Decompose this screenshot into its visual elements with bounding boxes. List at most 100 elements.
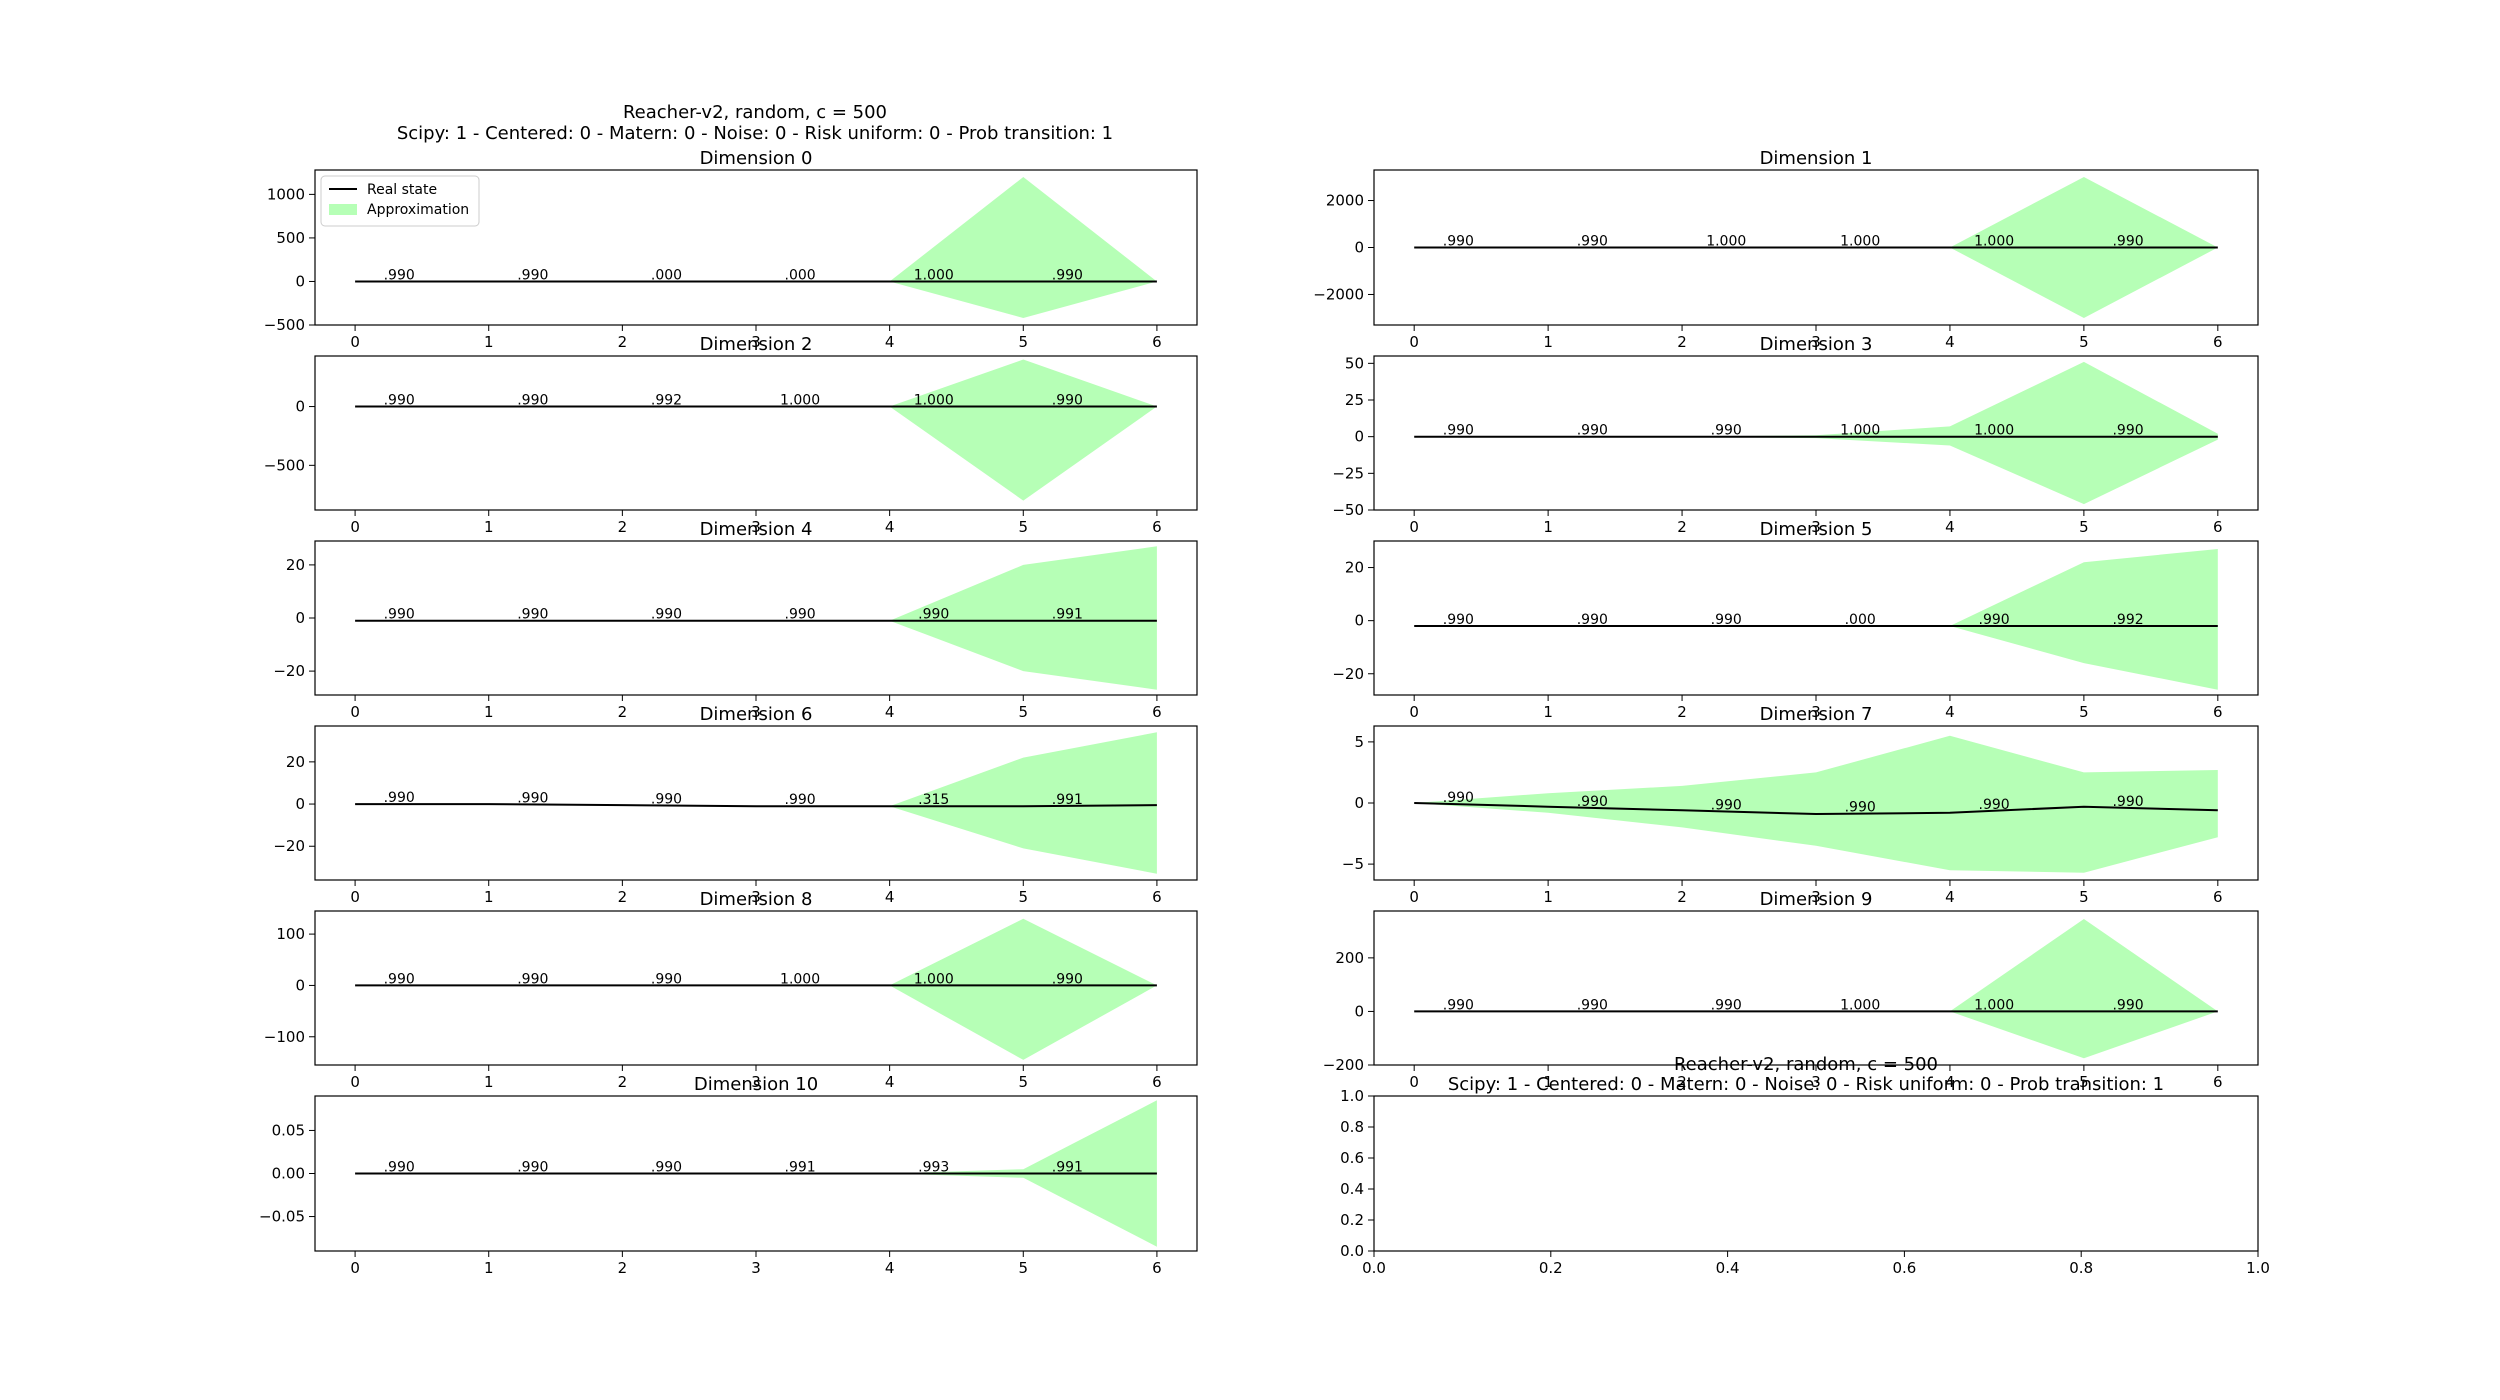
y-tick-label: 0	[295, 795, 305, 813]
y-tick-label: −50	[1332, 501, 1364, 519]
x-tick-label: 3	[751, 1073, 761, 1091]
x-tick-label: 0.8	[2069, 1259, 2093, 1277]
x-tick-label: 1	[1543, 888, 1553, 906]
data-label: .990	[1711, 423, 1742, 439]
x-tick-label: 3	[1811, 703, 1821, 721]
y-tick-label: 0.00	[272, 1165, 305, 1183]
x-tick-label: 5	[2079, 1073, 2089, 1091]
x-tick-label: 6	[2213, 333, 2223, 351]
x-tick-label: 4	[885, 703, 895, 721]
y-tick-label: 20	[286, 753, 305, 771]
data-label: .993	[918, 1160, 949, 1176]
x-tick-label: 0.2	[1539, 1259, 1563, 1277]
real-state-line	[355, 803, 1157, 808]
x-tick-label: 4	[1945, 1073, 1955, 1091]
y-tick-label: 20	[286, 556, 305, 574]
x-tick-label: 5	[1018, 333, 1028, 351]
x-tick-label: 2	[1677, 1073, 1687, 1091]
y-tick-label: 0	[1354, 612, 1364, 630]
x-tick-label: 6	[2213, 703, 2223, 721]
data-label: .990	[1443, 423, 1474, 439]
data-label: .990	[1577, 423, 1608, 439]
x-tick-label: 3	[751, 703, 761, 721]
y-tick-label: −20	[1332, 665, 1364, 683]
y-tick-label: 200	[1335, 949, 1364, 967]
y-tick-label: −0.05	[259, 1208, 305, 1226]
data-label: .990	[1711, 798, 1742, 814]
x-tick-label: 5	[2079, 888, 2089, 906]
y-tick-label: 0.6	[1340, 1149, 1364, 1167]
x-tick-label: 6	[1152, 518, 1162, 536]
x-tick-label: 2	[618, 888, 628, 906]
data-label: 1.000	[780, 393, 820, 409]
y-tick-label: 100	[276, 925, 305, 943]
x-tick-label: 2	[1677, 703, 1687, 721]
legend-frame	[320, 175, 480, 227]
legend-real-label: Real state	[367, 182, 437, 198]
overlapping-title: Reacher-v2, random, c = 500	[1674, 1054, 1938, 1075]
x-tick-label: 0.6	[1892, 1259, 1916, 1277]
panel-title: Dimension 0	[700, 148, 813, 169]
panel-title: Dimension 5	[1760, 519, 1873, 540]
data-label: .990	[1711, 997, 1742, 1013]
figure-title: Reacher-v2, random, c = 500	[623, 102, 887, 123]
y-tick-label: 20	[1345, 559, 1364, 577]
data-label: 1.000	[1974, 997, 2014, 1013]
data-label: .990	[384, 267, 415, 283]
x-tick-label: 1	[484, 518, 494, 536]
x-tick-label: 1.0	[2246, 1259, 2270, 1277]
data-label: 1.000	[1840, 234, 1880, 250]
data-label: .990	[1711, 612, 1742, 628]
data-label: .000	[785, 267, 816, 283]
x-tick-label: 2	[1677, 333, 1687, 351]
data-label: .990	[517, 790, 548, 806]
x-tick-label: 0	[350, 333, 360, 351]
x-tick-label: 3	[751, 888, 761, 906]
x-tick-label: 1	[1543, 333, 1553, 351]
data-label: .990	[517, 971, 548, 987]
data-label: .990	[1979, 797, 2010, 813]
y-tick-label: 0	[1354, 239, 1364, 257]
x-tick-label: 4	[1945, 888, 1955, 906]
x-tick-label: 0	[1409, 888, 1419, 906]
data-label: .990	[1443, 612, 1474, 628]
y-tick-label: −500	[264, 316, 305, 334]
figure-subtitle: Scipy: 1 - Centered: 0 - Matern: 0 - Noi…	[397, 123, 1113, 144]
data-label: .991	[1052, 1160, 1083, 1176]
subplot-3: .990 .990 .990 1.000 1.000 .990 0 1 2 3 4 5 6 −50 −25 0…	[1332, 334, 2259, 536]
x-tick-label: 3	[751, 1259, 761, 1277]
panel-title: Dimension 4	[700, 519, 813, 540]
x-tick-label: 4	[1945, 518, 1955, 536]
x-tick-label: 2	[618, 703, 628, 721]
data-label: .990	[651, 607, 682, 623]
data-label: .990	[384, 790, 415, 806]
approximation-band	[1414, 735, 2218, 873]
x-tick-label: 2	[618, 1259, 628, 1277]
x-tick-label: 3	[1811, 518, 1821, 536]
x-tick-label: 6	[1152, 888, 1162, 906]
x-tick-label: 5	[1018, 518, 1028, 536]
y-tick-label: 0.05	[272, 1121, 305, 1139]
overlapping-subtitle: Scipy: 1 - Centered: 0 - Matern: 0 - Noi…	[1448, 1074, 2164, 1095]
approximation-band	[1414, 919, 2218, 1059]
x-tick-label: 4	[885, 888, 895, 906]
panel-title: Dimension 2	[700, 334, 813, 355]
data-label: 1.000	[1840, 997, 1880, 1013]
x-tick-label: 0	[1409, 1073, 1419, 1091]
x-tick-label: 2	[1677, 888, 1687, 906]
x-tick-label: 1	[1543, 703, 1553, 721]
data-label: 1.000	[914, 267, 954, 283]
x-tick-label: 2	[1677, 518, 1687, 536]
x-tick-label: 1	[1543, 1073, 1553, 1091]
y-tick-label: 0	[295, 609, 305, 627]
real-state-line	[1414, 802, 2218, 816]
x-tick-label: 5	[1018, 703, 1028, 721]
legend-approx-swatch	[329, 204, 357, 215]
y-tick-label: 50	[1345, 354, 1364, 372]
x-tick-label: 0	[1409, 518, 1419, 536]
x-tick-label: 5	[2079, 703, 2089, 721]
y-tick-label: 0	[1354, 1002, 1364, 1020]
data-label: .990	[384, 393, 415, 409]
